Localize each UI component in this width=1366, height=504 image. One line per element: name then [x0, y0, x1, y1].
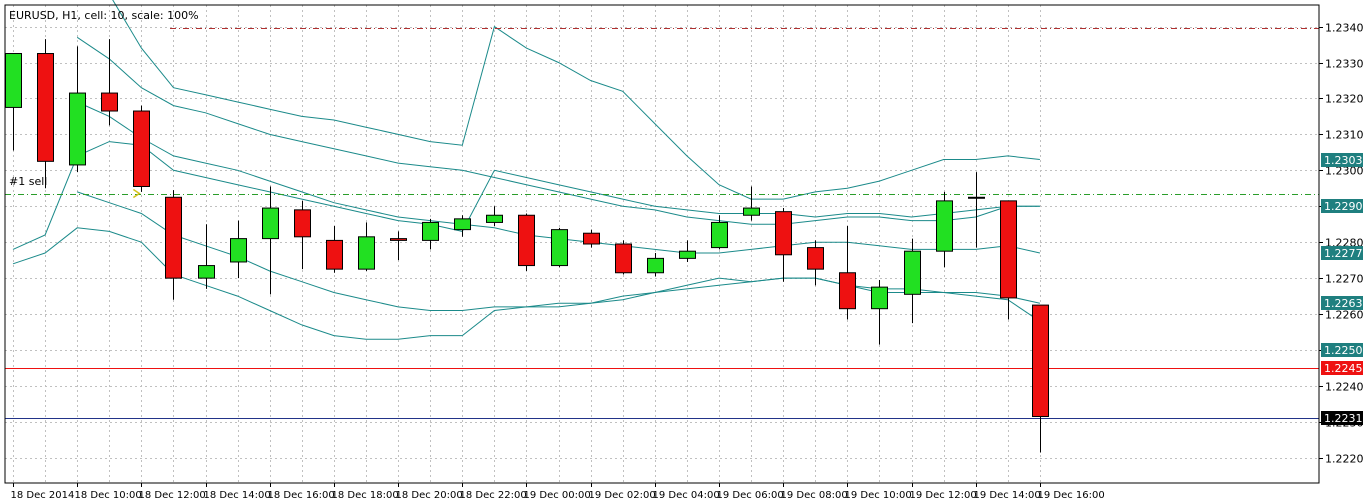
x-tick-label: 18 Dec 18:00	[332, 490, 399, 501]
candle-body[interactable]	[647, 257, 664, 274]
candle-body[interactable]	[743, 207, 760, 216]
candle-body[interactable]	[1000, 200, 1017, 299]
bb-outer-middle-line	[12, 141, 1040, 250]
price-tag-bg	[1321, 153, 1363, 167]
bb-inner-upper-line	[76, 36, 1040, 225]
candle-body[interactable]	[69, 92, 86, 166]
price-tag-label: 1.2263	[1324, 297, 1363, 310]
x-tick-label: 19 Dec 14:00	[974, 490, 1041, 501]
candle-body[interactable]	[775, 211, 792, 256]
candle-body[interactable]	[1032, 304, 1049, 418]
price-tag-bg	[1321, 411, 1363, 425]
x-tick-label: 19 Dec 04:00	[653, 490, 720, 501]
candle-body[interactable]	[679, 250, 696, 259]
price-tag-label: 1.2290	[1324, 200, 1363, 213]
candle-body[interactable]	[871, 286, 888, 310]
y-tick-label: 1.2310	[1325, 129, 1364, 142]
bb-outer-upper-line	[112, 0, 1040, 200]
price-tags: 1.2303 1.2290 1.2277 1.2263 1.2250 1.2245 1.22…	[1321, 153, 1363, 425]
candle-body[interactable]	[294, 209, 311, 238]
y-tick-label: 1.2260	[1325, 309, 1364, 322]
x-tick-label: 18 Dec 16:00	[268, 490, 335, 501]
y-tick-label: 1.2240	[1325, 381, 1364, 394]
candle-body[interactable]	[583, 232, 600, 245]
price-tag-label: 1.2277	[1324, 247, 1363, 260]
x-tick-label: 19 Dec 16:00	[1038, 490, 1105, 501]
candle-body[interactable]	[133, 110, 150, 187]
candle-body[interactable]	[390, 238, 407, 241]
candle-body[interactable]	[198, 265, 215, 279]
y-tick-label: 1.2300	[1325, 165, 1364, 178]
order-label[interactable]: #1 sell	[9, 175, 47, 188]
price-tag-bg	[1321, 199, 1363, 213]
x-tick-label: 19 Dec 08:00	[781, 490, 848, 501]
candle-body[interactable]	[326, 239, 343, 270]
price-tag-label: 1.2303	[1324, 154, 1363, 167]
x-tick-label: 19 Dec 06:00	[717, 490, 784, 501]
candle-body[interactable]	[518, 214, 535, 267]
candle-body[interactable]	[839, 272, 856, 310]
y-tick-label: 1.2270	[1325, 273, 1364, 286]
price-tag-bg	[1321, 343, 1363, 357]
chart-info-label: EURUSD, H1, cell: 10, scale: 100%	[9, 9, 199, 22]
grid	[5, 5, 1319, 483]
x-tick-label: 18 Dec 22:00	[460, 490, 527, 501]
candle-body[interactable]	[358, 236, 375, 270]
candle-body[interactable]	[615, 243, 632, 274]
x-tick-label: 19 Dec 10:00	[845, 490, 912, 501]
candle-body[interactable]	[904, 250, 921, 295]
x-tick-label: 19 Dec 12:00	[910, 490, 977, 501]
price-tag-bg	[1321, 361, 1363, 375]
y-tick-label: 1.2340	[1325, 22, 1364, 35]
x-tick-label: 18 Dec 10:00	[75, 490, 142, 501]
x-tick-label: 19 Dec 00:00	[524, 490, 591, 501]
candle-body[interactable]	[230, 238, 247, 263]
price-tag-label: 1.2245	[1324, 362, 1363, 375]
candles	[5, 39, 1049, 453]
plot-frame	[4, 4, 1320, 484]
candle-body[interactable]	[422, 221, 439, 241]
candle-body[interactable]	[968, 196, 985, 199]
y-tick-label: 1.2220	[1325, 453, 1364, 466]
price-levels	[5, 28, 1319, 419]
candle-body[interactable]	[486, 214, 503, 223]
price-tag-bg	[1321, 296, 1363, 310]
candle-body[interactable]	[936, 200, 953, 252]
order-entry-arrow-icon	[132, 188, 141, 199]
candle-body[interactable]	[37, 53, 54, 162]
x-tick-label: 19 Dec 02:00	[589, 490, 656, 501]
candle-body[interactable]	[165, 196, 182, 279]
price-tag-label: 1.2231	[1324, 412, 1363, 425]
candle-body[interactable]	[807, 247, 824, 270]
candle-body[interactable]	[101, 92, 118, 112]
candle-body[interactable]	[5, 53, 22, 108]
y-tick-label: 1.2320	[1325, 93, 1364, 106]
y-tick-label: 1.2330	[1325, 58, 1364, 71]
candle-body[interactable]	[551, 229, 568, 267]
x-tick-label: 18 Dec 20:00	[396, 490, 463, 501]
x-tick-label: 18 Dec 2014	[11, 490, 75, 501]
x-tick-label: 18 Dec 12:00	[139, 490, 206, 501]
candle-body[interactable]	[262, 207, 279, 240]
price-tag-label: 1.2250	[1324, 344, 1363, 357]
candle-body[interactable]	[454, 218, 471, 231]
candle-body[interactable]	[711, 221, 728, 249]
x-tick-label: 18 Dec 14:00	[204, 490, 271, 501]
price-tag-bg	[1321, 246, 1363, 260]
